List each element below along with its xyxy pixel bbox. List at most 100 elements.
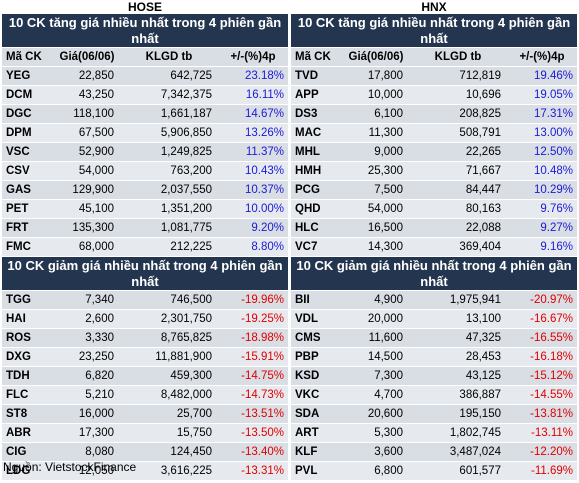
stock-code: CMS	[295, 332, 321, 344]
stock-code: KSD	[295, 370, 320, 382]
price-cell: 12,050	[78, 465, 114, 477]
stock-code: PCG	[295, 184, 320, 196]
change-cell: 10.43%	[244, 165, 284, 177]
table-row: FLC 5,210 8,482,000 -14.73%	[2, 386, 288, 405]
stock-code: KLF	[295, 446, 318, 458]
price-cell: 68,000	[78, 241, 114, 253]
price-cell: 5,300	[374, 427, 403, 439]
price-cell: 67,500	[78, 127, 114, 139]
stock-code: ROS	[6, 332, 31, 344]
price-cell: 6,800	[374, 465, 403, 477]
stock-code: CSV	[6, 165, 30, 177]
hose-panel: HOSE 10 CK tăng giá nhiều nhất trong 4 p…	[2, 0, 288, 481]
table-row: GAS 129,900 2,037,550 10.37%	[2, 181, 288, 200]
price-cell: 2,600	[85, 313, 114, 325]
price-cell: 10,000	[367, 89, 403, 101]
hose-losers-title: 10 CK giảm giá nhiều nhất trong 4 phiên …	[2, 257, 288, 291]
change-cell: 14.67%	[244, 108, 284, 120]
table-row: HLC 16,500 22,088 9.27%	[291, 219, 577, 238]
stock-code: LDG	[6, 465, 31, 477]
stock-code: TGG	[6, 294, 31, 306]
table-row: KSD 7,300 43,125 -15.12%	[291, 367, 577, 386]
volume-cell: 1,081,775	[160, 222, 212, 234]
hnx-exchange-title: HNX	[421, 0, 447, 14]
volume-cell: 746,500	[170, 294, 212, 306]
change-cell: -12.20%	[530, 446, 573, 458]
stock-code: PVL	[295, 465, 318, 477]
volume-cell: 13,100	[465, 313, 501, 325]
table-row: PCG 7,500 84,447 10.29%	[291, 181, 577, 200]
price-cell: 118,100	[73, 108, 114, 120]
table-row: DPM 67,500 5,906,850 13.26%	[2, 124, 288, 143]
hnx-panel: HNX 10 CK tăng giá nhiều nhất trong 4 ph…	[291, 0, 577, 481]
price-cell: 20,600	[367, 408, 403, 420]
price-cell: 6,100	[374, 108, 403, 120]
col-change-header: +/-(%)4p	[230, 51, 276, 63]
table-row: TVD 17,800 712,819 19.46%	[291, 67, 577, 86]
stock-code: MHL	[295, 146, 320, 158]
price-cell: 25,300	[367, 165, 403, 177]
stock-code: PBP	[295, 351, 319, 363]
volume-cell: 124,450	[170, 446, 212, 458]
change-cell: -16.18%	[530, 351, 573, 363]
table-row: SDA 20,600 195,150 -13.81%	[291, 405, 577, 424]
col-volume-header: KLGD tb	[145, 51, 193, 63]
price-cell: 129,900	[72, 184, 114, 196]
price-cell: 4,900	[374, 294, 403, 306]
change-cell: 13.00%	[533, 127, 573, 139]
volume-cell: 25,700	[176, 408, 212, 420]
volume-cell: 763,200	[170, 165, 212, 177]
stock-code: HLC	[295, 222, 319, 234]
price-cell: 7,340	[85, 294, 114, 306]
stock-code: APP	[295, 89, 319, 101]
volume-cell: 1,975,941	[449, 294, 501, 306]
price-cell: 7,500	[374, 184, 403, 196]
change-cell: 10.37%	[244, 184, 284, 196]
volume-cell: 1,351,200	[160, 203, 212, 215]
change-cell: -16.55%	[530, 332, 573, 344]
volume-cell: 8,765,825	[160, 332, 212, 344]
hose-losers-rows: TGG 7,340 746,500 -19.96% HAI 2,600 2,301,750 -…	[2, 291, 288, 481]
change-cell: 9.27%	[540, 222, 573, 234]
table-row: CIG 8,080 124,450 -13.40%	[2, 443, 288, 462]
price-cell: 52,900	[78, 146, 114, 158]
volume-cell: 47,325	[465, 332, 501, 344]
hnx-losers-title: 10 CK giảm giá nhiều nhất trong 4 phiên …	[291, 257, 577, 291]
change-cell: 12.50%	[533, 146, 573, 158]
stock-code: FLC	[6, 389, 29, 401]
change-cell: -13.40%	[241, 446, 284, 458]
table-row: BII 4,900 1,975,941 -20.97%	[291, 291, 577, 310]
stock-code: VKC	[295, 389, 320, 401]
stock-code: VDL	[295, 313, 318, 325]
change-cell: 9.20%	[251, 222, 284, 234]
price-cell: 8,080	[85, 446, 114, 458]
hose-exchange-title: HOSE	[127, 0, 162, 14]
change-cell: -19.25%	[241, 313, 284, 325]
stock-code: PET	[6, 203, 29, 215]
stock-code: DXG	[6, 351, 31, 363]
volume-cell: 369,404	[459, 241, 501, 253]
stock-code: TVD	[295, 70, 318, 82]
change-cell: 13.26%	[244, 127, 284, 139]
table-row: VC7 14,300 369,404 9.16%	[291, 238, 577, 257]
change-cell: -18.98%	[241, 332, 284, 344]
price-cell: 9,000	[374, 146, 403, 158]
table-row: ABR 17,300 15,750 -13.50%	[2, 424, 288, 443]
volume-cell: 195,150	[459, 408, 501, 420]
price-cell: 54,000	[367, 203, 403, 215]
table-row: TGG 7,340 746,500 -19.96%	[2, 291, 288, 310]
price-cell: 23,250	[78, 351, 114, 363]
price-cell: 5,210	[85, 389, 114, 401]
price-cell: 3,600	[374, 446, 403, 458]
volume-cell: 71,667	[465, 165, 501, 177]
table-row: DS3 6,100 208,825 17.31%	[291, 105, 577, 124]
table-row: VKC 4,700 386,887 -14.55%	[291, 386, 577, 405]
price-cell: 11,600	[368, 332, 403, 344]
volume-cell: 43,125	[465, 370, 501, 382]
volume-cell: 3,487,024	[449, 446, 501, 458]
volume-cell: 1,802,745	[449, 427, 501, 439]
col-code-header: Mã CK	[6, 51, 42, 63]
hose-gainers-column-header: Mã CK Giá(06/06) KLGD tb +/-(%)4p	[2, 48, 288, 67]
price-cell: 17,800	[367, 70, 403, 82]
stock-code: ST8	[6, 408, 28, 420]
